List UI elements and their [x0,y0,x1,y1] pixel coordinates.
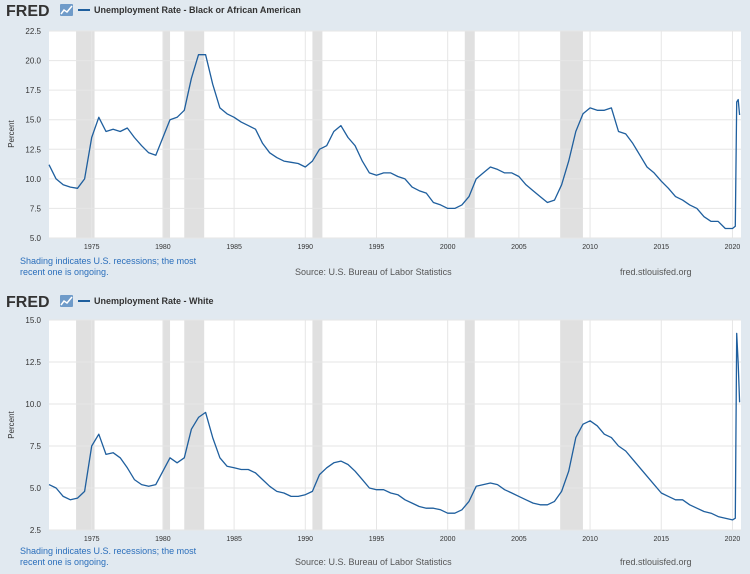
fred-url[interactable]: fred.stlouisfed.org [620,557,692,567]
recession-band [560,31,583,238]
y-tick-label: 12.5 [25,358,41,367]
y-axis-label: Percent [7,119,16,147]
y-tick-label: 22.5 [25,27,41,36]
recession-band [464,320,475,530]
recession-band [312,31,323,238]
x-tick-labels: 1975 1980 1985 1990 1995 2000 2005 2010 2015 2020 [84,244,740,251]
recession-band [162,320,171,530]
recession-band [162,31,171,238]
shading-note-line1: Shading indicates U.S. recessions; the m… [20,256,197,266]
x-tick-labels: 1975 1980 1985 1990 1995 2000 2005 2010 2015 2020 [84,536,740,543]
recession-band [184,31,205,238]
fred-logo-icon [60,295,73,307]
x-tick-label: 1995 [369,244,385,251]
chart-svg-white: FRED Unemployment Rate - White 2.5 5.0 7.5… [6,294,741,543]
x-tick-label: 1980 [155,244,171,251]
x-tick-label: 1985 [226,536,242,543]
y-tick-label: 20.0 [25,57,41,66]
y-tick-label: 2.5 [30,526,42,535]
y-axis-label: Percent [7,410,16,438]
y-tick-label: 10.0 [25,400,41,409]
y-tick-label: 5.0 [30,484,42,493]
y-tick-label: 10.0 [25,175,41,184]
y-tick-label: 12.5 [25,145,41,154]
x-tick-label: 2000 [440,244,456,251]
x-tick-label: 2015 [653,244,669,251]
gridlines [49,30,741,239]
recession-band [464,31,475,238]
x-tick-label: 1980 [155,536,171,543]
y-tick-label: 5.0 [30,234,42,243]
x-tick-label: 2005 [511,536,527,543]
x-tick-label: 2005 [511,244,527,251]
x-tick-label: 1995 [369,536,385,543]
shading-note: Shading indicates U.S. recessions; the m… [20,256,196,278]
gridlines [49,319,741,531]
recession-band [560,320,583,530]
y-tick-labels: 2.5 5.0 7.5 10.0 12.5 15.0 [25,316,41,535]
chart-panel-black: FRED Unemployment Rate - Black or Africa… [6,3,741,278]
series-line-black [48,54,741,230]
recession-band [76,31,95,238]
chart-panel-white: FRED Unemployment Rate - White 2.5 5.0 7.5… [0,287,750,574]
recession-band [312,320,323,530]
recession-bands [76,31,583,238]
x-tick-label: 1975 [84,536,100,543]
shading-note-line2: recent one is ongoing. [20,557,109,567]
x-tick-label: 2020 [725,244,741,251]
x-tick-label: 2020 [725,536,741,543]
x-tick-label: 2010 [582,244,598,251]
x-tick-label: 1990 [298,244,314,251]
chart-title: Unemployment Rate - White [94,296,214,306]
plot-area [49,320,741,530]
chart-svg-black: FRED Unemployment Rate - Black or Africa… [6,3,741,251]
plot-area [49,31,741,238]
x-tick-label: 2010 [582,536,598,543]
fred-logo-icon [60,4,73,16]
x-tick-label: 2000 [440,536,456,543]
y-tick-label: 15.0 [25,316,41,325]
x-tick-label: 2015 [653,536,669,543]
y-tick-labels: 5.0 7.5 10.0 12.5 15.0 17.5 20.0 22.5 [25,27,41,243]
y-tick-label: 7.5 [30,204,42,213]
recession-band [76,320,95,530]
x-tick-label: 1985 [226,244,242,251]
chart-title: Unemployment Rate - Black or African Ame… [94,5,301,15]
x-tick-label: 1975 [84,244,100,251]
shading-note-line1: Shading indicates U.S. recessions; the m… [20,546,197,556]
source-text: Source: U.S. Bureau of Labor Statistics [295,267,452,277]
y-tick-label: 7.5 [30,442,42,451]
shading-note: Shading indicates U.S. recessions; the m… [20,546,196,568]
source-text: Source: U.S. Bureau of Labor Statistics [295,557,452,567]
x-tick-label: 1990 [298,536,314,543]
y-tick-label: 15.0 [25,116,41,125]
fred-logo[interactable]: FRED [6,294,50,311]
fred-url[interactable]: fred.stlouisfed.org [620,267,692,277]
fred-logo[interactable]: FRED [6,3,50,20]
series-line-white [48,332,741,521]
shading-note-line2: recent one is ongoing. [20,267,109,277]
y-tick-label: 17.5 [25,86,41,95]
